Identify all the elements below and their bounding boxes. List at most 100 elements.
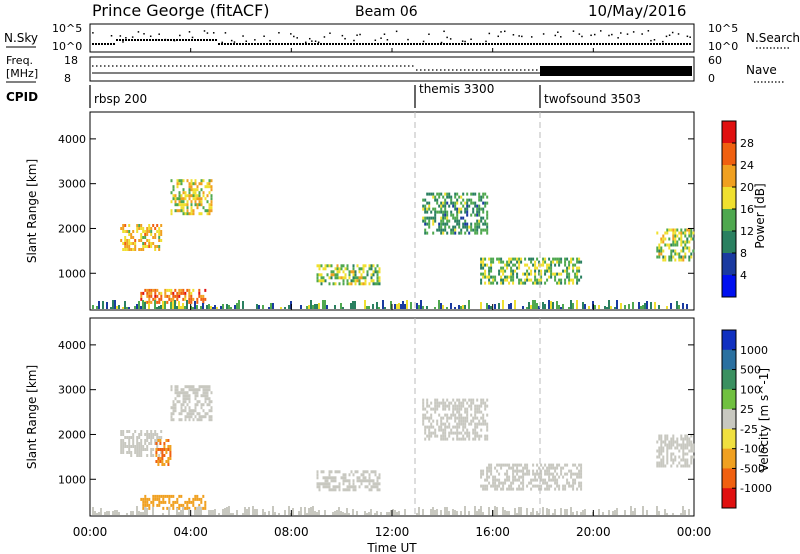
- velocity-cell-f4: [342, 488, 345, 492]
- velocity-cell-f2: [154, 494, 157, 498]
- velocity-cell-f0: [130, 451, 133, 454]
- power-cell-f3: [376, 273, 379, 277]
- power-cell-f3: [336, 276, 339, 280]
- power-cell-f1: [182, 200, 185, 204]
- freq-right-tick-bottom: 0: [708, 72, 715, 85]
- velocity-cell-f6: [514, 463, 517, 467]
- power-cell-f4: [478, 207, 481, 211]
- velocity-cell-f7: [686, 443, 689, 447]
- velocity-cell-ground: [398, 511, 400, 515]
- power-cell-f3: [378, 282, 381, 286]
- velocity-cell-f6: [486, 469, 489, 473]
- power-cell-f2: [160, 294, 163, 298]
- power-cell-f1: [180, 203, 183, 207]
- power-cell-f3: [342, 276, 345, 280]
- power-cell-f3: [362, 267, 365, 271]
- power-cell-f6: [676, 252, 679, 256]
- velocity-cell-f4: [370, 488, 373, 492]
- velocity-cell-f6: [578, 481, 581, 485]
- power-cell-f5: [572, 263, 575, 267]
- noise-sky-point: [176, 39, 178, 41]
- velocity-cell-f4: [356, 476, 359, 480]
- velocity-cell-f5: [474, 431, 477, 435]
- power-cell-f5: [536, 257, 539, 261]
- velocity-cell-f7: [682, 449, 685, 453]
- velocity-cell-f0: [146, 436, 149, 439]
- velocity-cell-f5: [478, 437, 481, 441]
- velocity-cell-f5: [466, 410, 469, 414]
- velocity-cell-f0: [136, 436, 139, 439]
- noise-sky-point: [392, 43, 394, 45]
- velocity-cell-f4: [346, 488, 349, 492]
- velocity-cell-f6: [522, 487, 525, 491]
- noise-sky-point: [605, 43, 607, 45]
- power-cell-ground: [468, 300, 470, 309]
- power-cell-ground: [458, 305, 460, 309]
- velocity-cell-f5: [480, 428, 483, 432]
- noise-search-point: [191, 36, 194, 39]
- velocity-cell-f6: [480, 469, 483, 473]
- power-cell-ground: [532, 300, 534, 309]
- velocity-cell-f6: [568, 469, 571, 473]
- velocity-cell-f1: [206, 385, 209, 389]
- power-cell-f3: [318, 264, 321, 268]
- power-cell-f4: [456, 201, 459, 205]
- velocity-cell-f7: [674, 446, 677, 450]
- power-cell-ground: [494, 304, 496, 309]
- noise-sky-point: [200, 39, 202, 41]
- velocity-cell-f7: [688, 440, 691, 444]
- velocity-cell-f1: [186, 391, 189, 395]
- power-cell-f2: [158, 291, 161, 295]
- power-cell-f4: [468, 204, 471, 208]
- power-cell-ground: [366, 306, 368, 309]
- velocity-cell-f1: [196, 394, 199, 398]
- velocity-cell-f0: [130, 436, 133, 439]
- power-cell-f6: [686, 240, 689, 244]
- velocity-cell-f3: [169, 448, 172, 451]
- power-cell-f1: [188, 212, 191, 216]
- power-cell-f4: [474, 228, 477, 232]
- power-cell-f5: [572, 257, 575, 261]
- power-cell-f6: [664, 237, 667, 241]
- power-cell-f4: [460, 207, 463, 211]
- power-cell-f4: [424, 207, 427, 211]
- velocity-cell-f6: [566, 481, 569, 485]
- power-cell-f6: [674, 231, 677, 235]
- velocity-cell-f5: [466, 419, 469, 423]
- velocity-cell-f0: [148, 442, 151, 445]
- velocity-cell-f7: [674, 440, 677, 444]
- power-colorbar-swatch: [722, 275, 736, 298]
- velocity-cell-f2: [170, 503, 173, 507]
- power-cell-f3: [336, 267, 339, 271]
- velocity-cell-f1: [180, 391, 183, 395]
- velocity-cell-f5: [462, 404, 465, 408]
- power-cell-f3: [354, 276, 357, 280]
- power-cell-f5: [484, 269, 487, 273]
- velocity-cell-f7: [668, 443, 671, 447]
- velocity-cell-f1: [190, 412, 193, 416]
- power-cell-f4: [458, 207, 461, 211]
- velocity-cell-ground: [342, 512, 344, 515]
- velocity-cell-f6: [484, 478, 487, 482]
- power-cell-f5: [548, 269, 551, 273]
- velocity-cell-f5: [466, 416, 469, 420]
- velocity-cell-f1: [192, 388, 195, 392]
- power-cell-f5: [500, 266, 503, 270]
- velocity-colorbar-swatch: [722, 488, 736, 509]
- noise-search-point: [212, 32, 215, 34]
- velocity-cell-f7: [682, 443, 685, 447]
- noise-sky-point: [239, 43, 241, 45]
- power-cell-f2: [184, 297, 187, 301]
- power-cell-f5: [524, 272, 527, 276]
- power-cell-f2: [156, 294, 159, 298]
- power-cell-f6: [688, 246, 691, 250]
- noise-search-point: [119, 35, 122, 37]
- velocity-cell-f2: [158, 503, 161, 507]
- power-cell-f4: [428, 207, 431, 211]
- noise-sky-point: [224, 43, 226, 45]
- power-cell-f5: [530, 278, 533, 282]
- power-cell-f5: [568, 278, 571, 282]
- power-cell-f4: [424, 222, 427, 226]
- power-cell-f5: [510, 257, 513, 261]
